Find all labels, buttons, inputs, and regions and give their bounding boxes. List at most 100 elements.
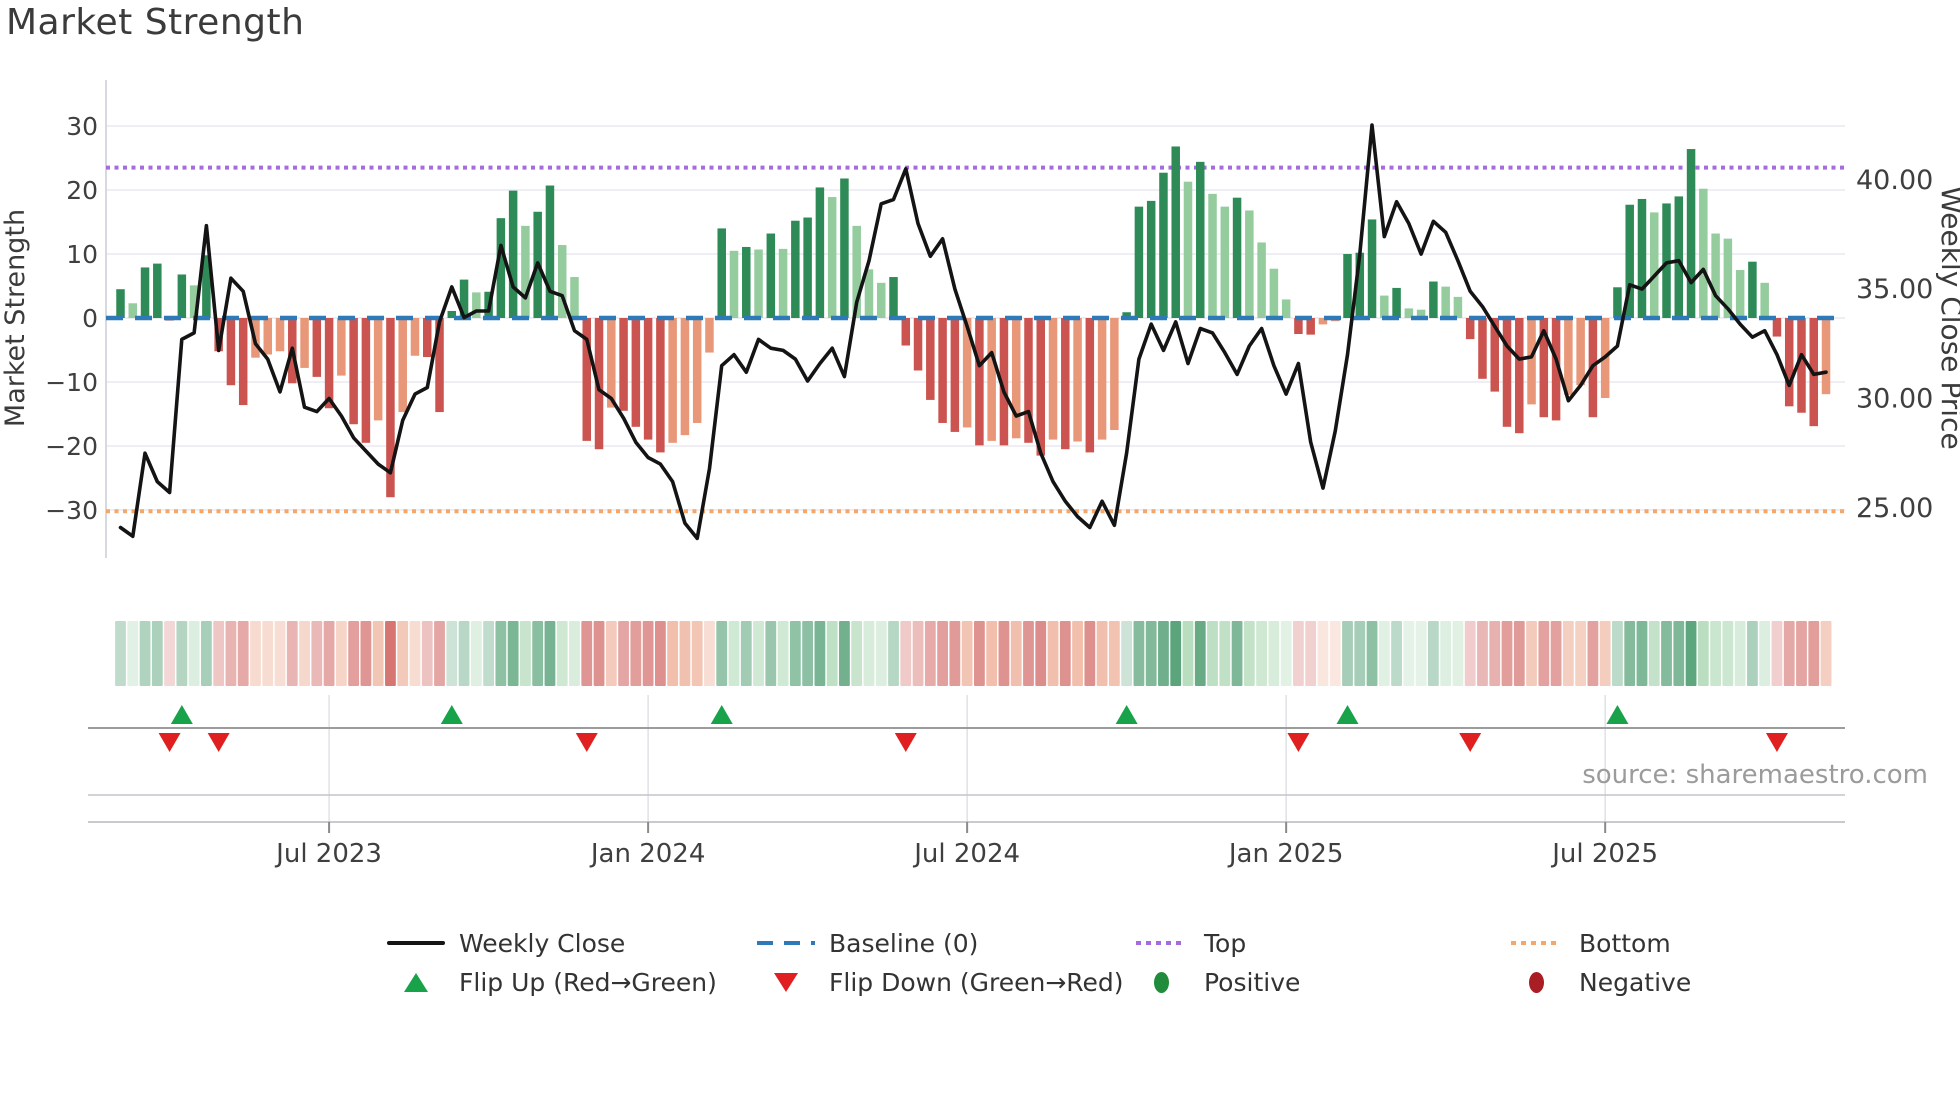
strength-bar bbox=[1294, 318, 1303, 334]
strength-bar bbox=[1048, 318, 1058, 440]
strength-bar bbox=[938, 318, 947, 423]
strength-bar bbox=[1478, 318, 1487, 379]
strength-bar bbox=[1453, 296, 1463, 318]
heatmap-cell bbox=[1452, 621, 1464, 686]
heatmap-cell bbox=[998, 621, 1010, 686]
heatmap-cell bbox=[225, 621, 237, 686]
heatmap-cell bbox=[1194, 621, 1206, 686]
strength-bar bbox=[1306, 318, 1315, 335]
heatmap-cell bbox=[1182, 621, 1194, 686]
strength-bar bbox=[1686, 149, 1696, 318]
heatmap-cell bbox=[1820, 621, 1832, 686]
heatmap-cell bbox=[1219, 621, 1231, 686]
heatmap-cell bbox=[1489, 621, 1501, 686]
heatmap-cell bbox=[1477, 621, 1488, 686]
heatmap-cell bbox=[789, 621, 801, 686]
heatmap-cell bbox=[875, 621, 887, 686]
strength-bar bbox=[1490, 318, 1499, 392]
flip-down-marker bbox=[1765, 733, 1788, 752]
heatmap-cell bbox=[250, 621, 261, 686]
heatmap-cell bbox=[1697, 621, 1709, 686]
heatmap-cell bbox=[1317, 621, 1329, 686]
strength-bar bbox=[238, 318, 248, 406]
strength-bar bbox=[1122, 312, 1131, 318]
legend-label: Negative bbox=[1579, 967, 1692, 997]
heatmap-cell bbox=[1796, 621, 1807, 686]
strength-bar bbox=[373, 318, 383, 421]
heatmap-cell bbox=[765, 621, 777, 686]
heatmap-cell bbox=[1059, 621, 1071, 686]
heatmap-cell bbox=[1329, 621, 1341, 686]
y-right-tick-label: 25.00 bbox=[1856, 493, 1933, 524]
strength-bar bbox=[1110, 318, 1119, 430]
heatmap-cell bbox=[1391, 621, 1402, 686]
strength-bar bbox=[1465, 318, 1475, 340]
strength-bar bbox=[668, 318, 677, 443]
strength-bar bbox=[472, 292, 481, 318]
heatmap-cell bbox=[900, 621, 912, 686]
heatmap-cell bbox=[532, 621, 544, 686]
legend-item-negative: Negative bbox=[1505, 964, 1691, 1000]
strength-bar bbox=[631, 318, 641, 427]
heatmap-cell bbox=[458, 621, 470, 686]
heatmap-cell bbox=[642, 621, 654, 686]
heatmap-cell bbox=[520, 621, 531, 686]
x-tick-label: Jul 2024 bbox=[912, 839, 1020, 869]
heatmap-cell bbox=[1747, 621, 1758, 686]
heatmap-cell bbox=[1673, 621, 1685, 686]
heatmap-cell bbox=[1231, 621, 1243, 686]
heatmap-cell bbox=[434, 621, 445, 686]
strength-bar bbox=[766, 233, 776, 318]
strength-bar bbox=[680, 318, 690, 436]
strength-bar bbox=[177, 274, 187, 318]
heatmap-cell bbox=[630, 621, 642, 686]
strength-bar bbox=[999, 318, 1009, 446]
legend-label: Top bbox=[1204, 928, 1247, 958]
strength-bar bbox=[1797, 318, 1806, 413]
heatmap-cell bbox=[1783, 621, 1795, 686]
y-right-tick-label: 40.00 bbox=[1856, 165, 1933, 196]
strength-bar bbox=[1662, 203, 1671, 318]
strength-bar bbox=[1208, 193, 1217, 318]
heatmap-cell bbox=[385, 621, 396, 686]
heatmap-cell bbox=[348, 621, 360, 686]
heatmap-cell bbox=[421, 621, 433, 686]
strength-bar bbox=[140, 267, 150, 318]
strength-bar bbox=[1011, 318, 1021, 439]
heatmap-cell bbox=[679, 621, 691, 686]
strength-bar bbox=[840, 178, 849, 318]
heatmap-cell bbox=[470, 621, 482, 686]
strength-bar bbox=[962, 318, 972, 428]
heatmap-cell bbox=[1256, 621, 1268, 686]
heatmap-cell bbox=[1084, 621, 1096, 686]
flip-down-marker bbox=[207, 733, 230, 752]
heatmap-cell bbox=[151, 621, 163, 686]
heatmap-cell bbox=[483, 621, 494, 686]
strength-bar bbox=[1171, 146, 1180, 318]
strength-bar bbox=[1146, 200, 1156, 318]
heatmap-cell bbox=[1636, 621, 1648, 686]
strength-bar bbox=[202, 255, 211, 318]
legend-item-flip-up: Flip Up (Red→Green) bbox=[385, 964, 717, 1000]
heatmap-cell bbox=[323, 621, 335, 686]
strength-bar bbox=[852, 225, 861, 318]
heatmap-cell bbox=[1685, 621, 1697, 686]
heatmap-cell bbox=[704, 621, 715, 686]
strength-bar bbox=[153, 263, 162, 318]
heatmap-cell bbox=[1599, 621, 1611, 686]
weekly-close-line-icon bbox=[385, 941, 447, 945]
legend-label: Flip Up (Red→Green) bbox=[459, 967, 717, 997]
strength-bar bbox=[1134, 206, 1144, 318]
legend-item-weekly-close: Weekly Close bbox=[385, 925, 625, 961]
strength-bar bbox=[324, 318, 334, 409]
heatmap-cell bbox=[826, 621, 838, 686]
strength-bar bbox=[447, 310, 457, 318]
strength-bar bbox=[1159, 172, 1168, 318]
heatmap-cell bbox=[1538, 621, 1550, 686]
strength-bar bbox=[508, 190, 518, 318]
heatmap-cell bbox=[200, 621, 212, 686]
heatmap-cell bbox=[1378, 621, 1390, 686]
heatmap-cell bbox=[1108, 621, 1120, 686]
x-tick-label: Jul 2023 bbox=[274, 839, 382, 869]
